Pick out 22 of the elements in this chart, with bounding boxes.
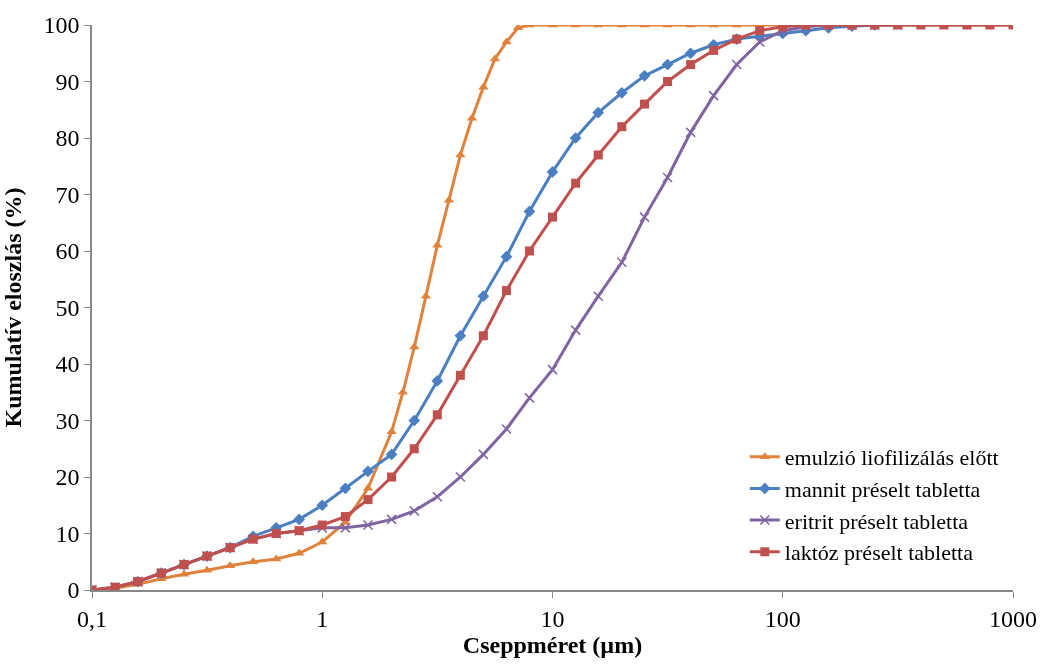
y-tick-label: 30 bbox=[55, 407, 80, 434]
x-tick-label: 1000 bbox=[989, 605, 1037, 632]
y-tick-label: 50 bbox=[55, 294, 80, 321]
y-tick-label: 100 bbox=[43, 12, 80, 39]
y-tick-label: 70 bbox=[55, 181, 80, 208]
legend-label: laktóz préselt tabletta bbox=[784, 540, 974, 566]
y-tick-label: 10 bbox=[55, 520, 80, 547]
x-tick-label: 100 bbox=[764, 605, 801, 632]
y-tick-label: 0 bbox=[67, 577, 80, 604]
y-tick-label: 40 bbox=[55, 351, 80, 378]
x-axis-title: Cseppméret (µm) bbox=[462, 631, 643, 658]
legend-label: emulzió liofilizálás előtt bbox=[784, 445, 999, 471]
legend-label: eritrit préselt tabletta bbox=[784, 508, 969, 534]
y-tick-label: 90 bbox=[55, 68, 80, 95]
x-tick-label: 1 bbox=[316, 605, 329, 632]
legend-label: mannit préselt tabletta bbox=[784, 477, 981, 503]
x-tick-label: 10 bbox=[540, 605, 565, 632]
y-axis-title: Kumulatív eloszlás (%) bbox=[0, 187, 27, 428]
x-tick-label: 0,1 bbox=[77, 605, 107, 632]
y-tick-label: 80 bbox=[55, 125, 80, 152]
y-tick-label: 20 bbox=[55, 464, 80, 491]
y-tick-label: 60 bbox=[55, 238, 80, 265]
